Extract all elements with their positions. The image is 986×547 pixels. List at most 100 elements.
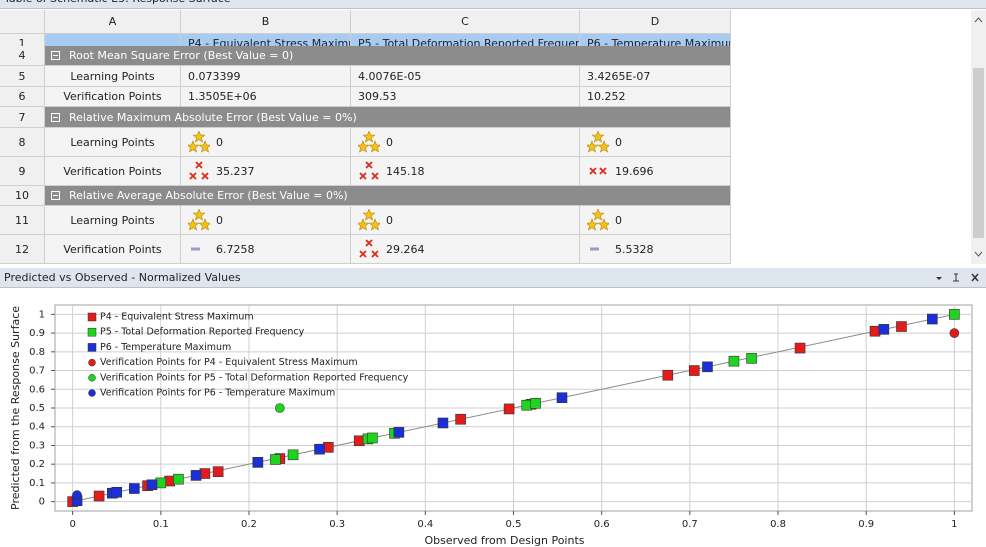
- x-tick-label: 0.1: [153, 519, 169, 530]
- data-point: [746, 353, 757, 364]
- value-cell: 19.696: [580, 157, 731, 186]
- cell-text: 11: [15, 213, 29, 227]
- y-tick-label: 0.8: [29, 347, 45, 358]
- value-cell: 6.7258: [181, 235, 351, 264]
- row-number: 4: [0, 46, 45, 66]
- cell-text: 12: [15, 242, 29, 256]
- data-point: [878, 324, 890, 335]
- rating-icon: [188, 209, 210, 231]
- group-title: Relative Maximum Absolute Error (Best Va…: [69, 110, 357, 124]
- cell-text: 4: [18, 49, 26, 62]
- table-title-bar: Table of Schematic E3: Response Surface: [0, 0, 986, 9]
- x-tick-label: 0: [69, 519, 75, 530]
- cell-text: 0: [615, 213, 622, 227]
- legend-label: P6 - Temperature Maximum: [100, 342, 231, 353]
- legend-marker: [87, 327, 97, 337]
- cell-text: 4.0076E-05: [358, 69, 422, 83]
- value-cell: 4.0076E-05: [351, 66, 580, 87]
- scrollbar[interactable]: [971, 10, 986, 264]
- data-point: [212, 466, 224, 477]
- legend-label: P4 - Equivalent Stress Maximum: [100, 312, 254, 323]
- y-tick-label: 0.5: [29, 403, 45, 414]
- data-point: [662, 369, 674, 381]
- cell-text: C: [461, 15, 469, 28]
- rating-icon: [587, 131, 609, 153]
- cell-text: 6: [18, 90, 26, 103]
- data-point: [129, 483, 140, 494]
- row-number: 9: [0, 157, 45, 186]
- legend-marker: [88, 389, 96, 397]
- legend-label: Verification Points for P6 - Temperature…: [100, 388, 335, 399]
- legend-marker: [88, 374, 96, 382]
- row-number: 6: [0, 87, 45, 107]
- group-title: Relative Average Absolute Error (Best Va…: [69, 189, 348, 202]
- row-number: 5: [0, 66, 45, 87]
- legend-marker: [87, 312, 97, 322]
- collapse-button[interactable]: [51, 112, 60, 122]
- legend-label: P5 - Total Deformation Reported Frequenc…: [100, 327, 305, 338]
- legend-marker: [87, 343, 97, 352]
- group-row: Root Mean Square Error (Best Value = 0): [45, 46, 731, 66]
- x-tick-label: 0.2: [241, 519, 257, 530]
- rating-icon: [587, 209, 609, 231]
- data-point: [530, 398, 541, 409]
- collapse-button[interactable]: [51, 191, 60, 200]
- chart-title-bar: Predicted vs Observed - Normalized Value…: [0, 268, 986, 288]
- scroll-arrows: [974, 17, 983, 257]
- group-row: Relative Maximum Absolute Error (Best Va…: [45, 107, 731, 128]
- value-cell: 1.3505E+06: [181, 87, 351, 107]
- x-tick-label: 0.6: [594, 519, 610, 530]
- y-tick-label: 0.2: [29, 459, 45, 470]
- column-letter: D: [580, 10, 731, 34]
- data-point: [794, 342, 806, 354]
- collapse-button[interactable]: [51, 51, 60, 60]
- x-tick-label: 0.8: [770, 519, 786, 530]
- value-cell: 0: [580, 128, 731, 157]
- cell-text: 5: [18, 69, 26, 83]
- cell-text: Learning Points: [70, 69, 155, 83]
- data-point: [521, 399, 533, 411]
- value-cell: 35.237: [181, 157, 351, 186]
- data-point: [323, 442, 334, 453]
- cell-text: 8: [18, 135, 26, 149]
- data-point: [393, 427, 405, 438]
- cell-text: Verification Points: [63, 164, 162, 178]
- rating-icon: [189, 161, 209, 180]
- data-point: [353, 435, 365, 447]
- data-point: [93, 490, 105, 502]
- y-axis-label: Predicted from the Response Surface: [9, 306, 22, 510]
- row-label: Verification Points: [45, 235, 181, 264]
- cell-text: 10: [15, 189, 29, 202]
- data-point: [949, 328, 960, 338]
- data-point: [455, 413, 466, 425]
- rating-icon: [589, 167, 607, 175]
- y-tick-label: 0.6: [29, 384, 45, 395]
- cell-text: 0: [216, 213, 223, 227]
- column-letter: A: [45, 10, 181, 34]
- legend-marker: [88, 358, 96, 367]
- value-cell: 309.53: [351, 87, 580, 107]
- value-cell: 0: [181, 206, 351, 235]
- y-tick-label: 0.4: [29, 422, 45, 433]
- cell-text: D: [650, 15, 660, 28]
- row-label: Learning Points: [45, 206, 181, 235]
- row-label: Learning Points: [45, 66, 181, 87]
- data-point: [155, 477, 167, 489]
- cell-text: 5.5328: [615, 242, 654, 256]
- data-point: [252, 457, 264, 468]
- rating-icon: [191, 247, 200, 251]
- panel-buttons[interactable]: [926, 268, 986, 288]
- rating-icon: [590, 247, 599, 251]
- x-tick-label: 1: [951, 519, 957, 530]
- cell-text: Learning Points: [70, 213, 155, 227]
- value-cell: 0: [580, 206, 731, 235]
- row-label: Learning Points: [45, 128, 181, 157]
- x-tick-label: 0.5: [506, 519, 522, 530]
- data-point: [896, 321, 907, 332]
- y-tick-label: 0.1: [29, 478, 45, 489]
- data-point: [949, 309, 960, 320]
- x-tick-label: 0.3: [329, 519, 345, 530]
- cell-text: 3.4265E-07: [587, 69, 651, 83]
- value-cell: 0: [181, 128, 351, 157]
- scroll-thumb[interactable]: [973, 68, 984, 238]
